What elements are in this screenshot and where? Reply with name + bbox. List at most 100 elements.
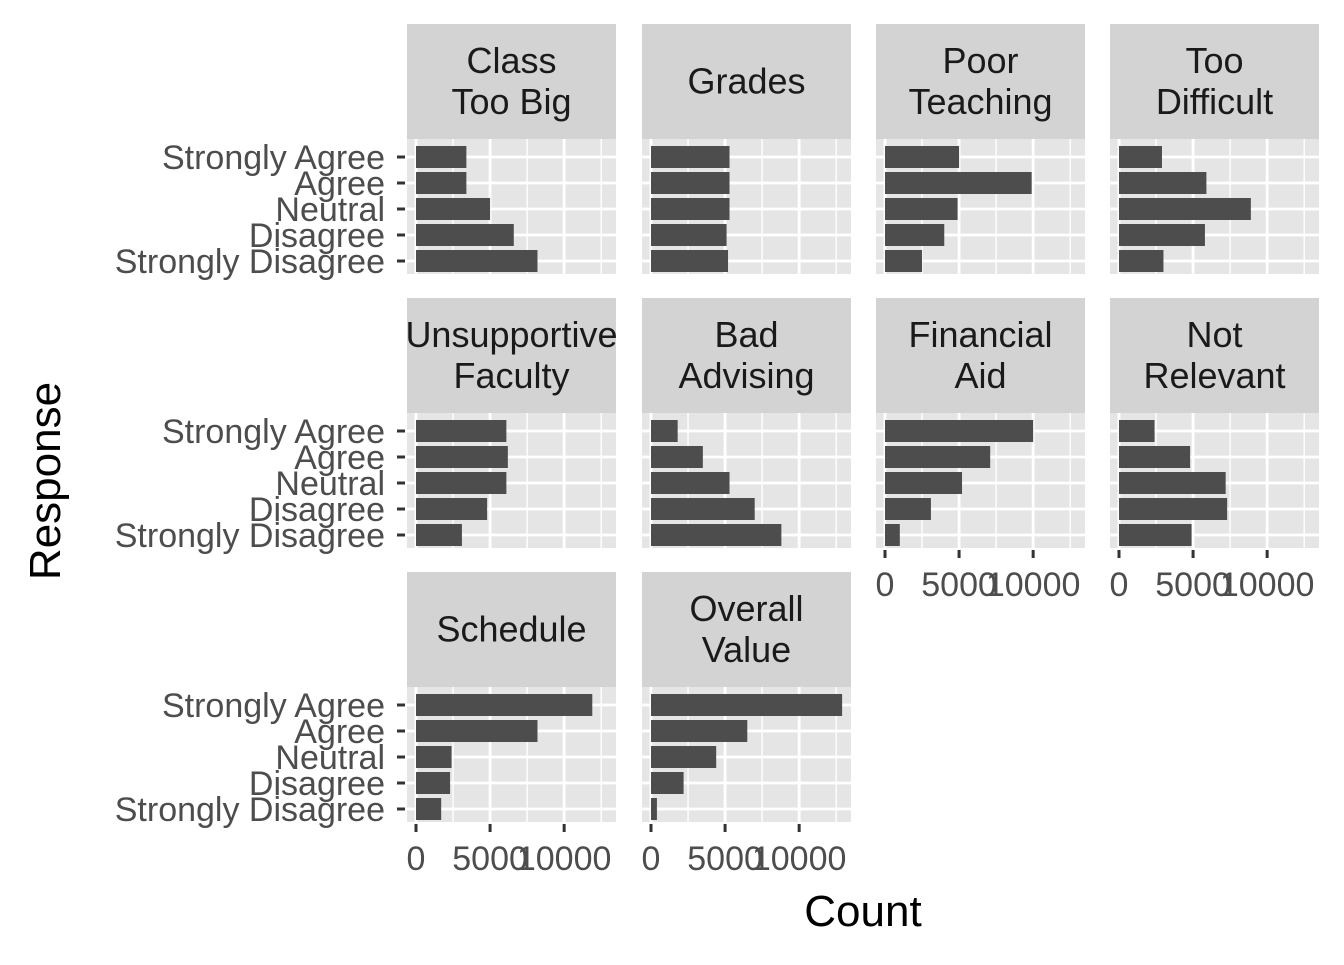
y-tick-label: Strongly Agree (162, 139, 385, 177)
facet-strip-label: Bad (714, 314, 778, 355)
facet-strip-label: Grades (687, 61, 805, 102)
facet-strip-background (407, 298, 616, 413)
bar-financial-aid-neutral (885, 472, 963, 494)
bar-unsupportive-faculty-agree (416, 446, 508, 468)
y-tick-label: Neutral (275, 465, 385, 503)
facet-strip-background (876, 24, 1085, 139)
facet-strip-label: Difficult (1156, 81, 1273, 122)
bar-unsupportive-faculty-neutral (416, 472, 507, 494)
bar-poor-teaching-neutral (885, 198, 958, 220)
x-tick-label: 0 (407, 840, 426, 878)
y-tick-label: Disagree (249, 217, 385, 255)
bar-overall-value-neutral (651, 746, 717, 768)
x-tick-label: 5000 (452, 840, 528, 878)
bar-schedule-neutral (416, 746, 452, 768)
facet-strip-label: Financial (908, 314, 1052, 355)
bar-schedule-strongly-agree (416, 694, 593, 716)
y-tick-label: Strongly Disagree (115, 517, 385, 555)
bar-poor-teaching-strongly-agree (885, 146, 960, 168)
bar-class-too-big-strongly-agree (416, 146, 467, 168)
facet-schedule: Schedule Strongly AgreeAgreeNeutralDisagr… (115, 572, 616, 878)
bar-not-relevant-agree (1119, 446, 1191, 468)
facet-strip-background (407, 572, 616, 687)
bar-unsupportive-faculty-disagree (416, 498, 488, 520)
bar-not-relevant-disagree (1119, 498, 1228, 520)
facet-strip-label: Schedule (436, 609, 586, 650)
bar-poor-teaching-strongly-disagree (885, 250, 923, 272)
bar-not-relevant-neutral (1119, 472, 1226, 494)
x-tick-label: 0 (1110, 566, 1129, 604)
y-tick-label: Strongly Disagree (115, 791, 385, 829)
x-axis-title: Count (804, 887, 921, 936)
bar-unsupportive-faculty-strongly-disagree (416, 524, 462, 546)
facet-strip-label: Relevant (1143, 355, 1285, 396)
y-axis-title: Response (21, 382, 70, 580)
bar-schedule-disagree (416, 772, 451, 794)
bar-poor-teaching-disagree (885, 224, 945, 246)
y-tick-label: Strongly Agree (162, 413, 385, 451)
facet-strip-label: Faculty (453, 355, 569, 396)
facet-grades: Grades (642, 24, 851, 274)
facet-strip-label: Too (1185, 40, 1243, 81)
y-tick-label: Agree (294, 165, 385, 203)
facet-strip-background (642, 572, 851, 687)
facet-strip-background (1110, 298, 1319, 413)
bar-class-too-big-strongly-disagree (416, 250, 538, 272)
y-tick-label: Agree (294, 713, 385, 751)
bar-grades-strongly-disagree (651, 250, 729, 272)
x-tick-label: 10000 (752, 840, 847, 878)
bar-financial-aid-disagree (885, 498, 931, 520)
bar-bad-advising-neutral (651, 472, 730, 494)
y-tick-label: Agree (294, 439, 385, 477)
y-tick-label: Strongly Agree (162, 687, 385, 725)
bar-overall-value-disagree (651, 772, 684, 794)
facet-strip-label: Value (702, 629, 791, 670)
bar-too-difficult-disagree (1119, 224, 1205, 246)
x-tick-label: 10000 (986, 566, 1081, 604)
bar-grades-neutral (651, 198, 730, 220)
facet-strip-label: Not (1186, 314, 1242, 355)
bar-too-difficult-agree (1119, 172, 1207, 194)
bar-too-difficult-strongly-disagree (1119, 250, 1164, 272)
bar-grades-strongly-agree (651, 146, 730, 168)
x-tick-label: 0 (642, 840, 661, 878)
bar-bad-advising-disagree (651, 498, 755, 520)
bar-class-too-big-agree (416, 172, 467, 194)
bar-grades-agree (651, 172, 730, 194)
facet-strip-label: Poor (942, 40, 1018, 81)
bar-class-too-big-disagree (416, 224, 514, 246)
bar-financial-aid-strongly-disagree (885, 524, 900, 546)
x-tick-label: 10000 (1220, 566, 1315, 604)
bar-too-difficult-neutral (1119, 198, 1251, 220)
facet-strip-label: Too Big (451, 81, 571, 122)
bar-bad-advising-strongly-disagree (651, 524, 782, 546)
bar-overall-value-agree (651, 720, 748, 742)
facet-strip-label: Overall (689, 588, 803, 629)
facet-strip-background (407, 24, 616, 139)
y-tick-label: Neutral (275, 739, 385, 777)
facet-strip-label: Teaching (908, 81, 1052, 122)
bar-financial-aid-agree (885, 446, 991, 468)
x-tick-label: 0 (876, 566, 895, 604)
bar-not-relevant-strongly-disagree (1119, 524, 1192, 546)
y-tick-label: Disagree (249, 765, 385, 803)
y-tick-label: Strongly Disagree (115, 243, 385, 281)
bar-overall-value-strongly-disagree (651, 798, 657, 820)
x-tick-label: 5000 (687, 840, 763, 878)
x-tick-label: 10000 (517, 840, 612, 878)
bar-schedule-agree (416, 720, 538, 742)
bar-bad-advising-strongly-agree (651, 420, 678, 442)
bar-financial-aid-strongly-agree (885, 420, 1034, 442)
facet-strip-background (642, 24, 851, 139)
facet-strip-label: Class (466, 40, 556, 81)
bar-not-relevant-strongly-agree (1119, 420, 1155, 442)
